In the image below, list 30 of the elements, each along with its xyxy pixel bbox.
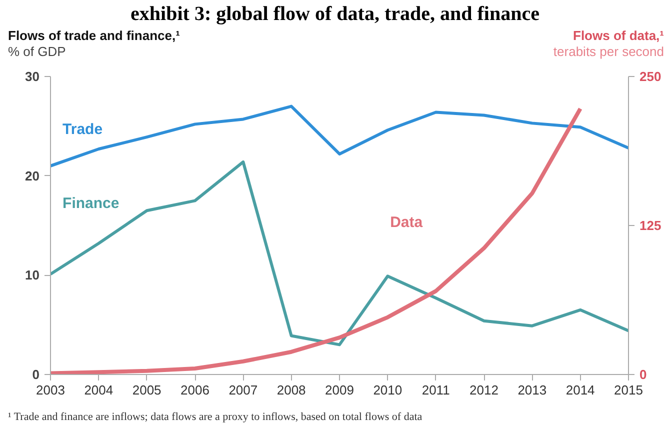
x-tick-label: 2012 <box>470 382 498 398</box>
x-tick-label: 2004 <box>84 382 114 398</box>
x-tick-label: 2007 <box>228 382 258 398</box>
x-tick-label: 2011 <box>422 382 450 398</box>
x-tick-label: 2010 <box>373 382 402 398</box>
line-series <box>50 160 628 346</box>
y-tick-label: 0 <box>32 367 40 382</box>
x-tick-label: 2014 <box>566 382 595 398</box>
x-tick-label: 2005 <box>132 382 162 398</box>
y-tick-label: 30 <box>25 69 40 84</box>
y2-axis-title: Flows of data,¹ terabits per second <box>553 28 664 60</box>
series-label: Finance <box>62 195 120 212</box>
y2-tick-label: 125 <box>640 218 662 233</box>
x-tick-label: 2013 <box>518 382 547 398</box>
y2-tick-label: 0 <box>640 367 647 382</box>
x-tick-label: 2008 <box>276 382 306 398</box>
x-tick-label: 2009 <box>325 382 354 398</box>
x-tick-label: 2006 <box>180 382 210 398</box>
line-series <box>50 106 582 374</box>
y-tick-label: 10 <box>25 268 40 283</box>
y-tick-label: 20 <box>25 168 40 184</box>
line-series <box>50 104 628 168</box>
text: Data <box>390 214 424 232</box>
chart-title: exhibit 3: global flow of data, trade, and finance <box>130 2 540 27</box>
series-label: Trade <box>62 120 103 138</box>
text: ¹ Trade and finance are inflows; data flows are a proxy to inflows, based on total flows of data <box>8 410 422 425</box>
y-axis-title: Flows of trade and finance,¹ % of GDP <box>8 28 180 60</box>
x-tick-label: 2003 <box>36 382 65 398</box>
y2-tick-label: 250 <box>640 69 662 84</box>
x-tick-label: 2015 <box>614 382 643 398</box>
